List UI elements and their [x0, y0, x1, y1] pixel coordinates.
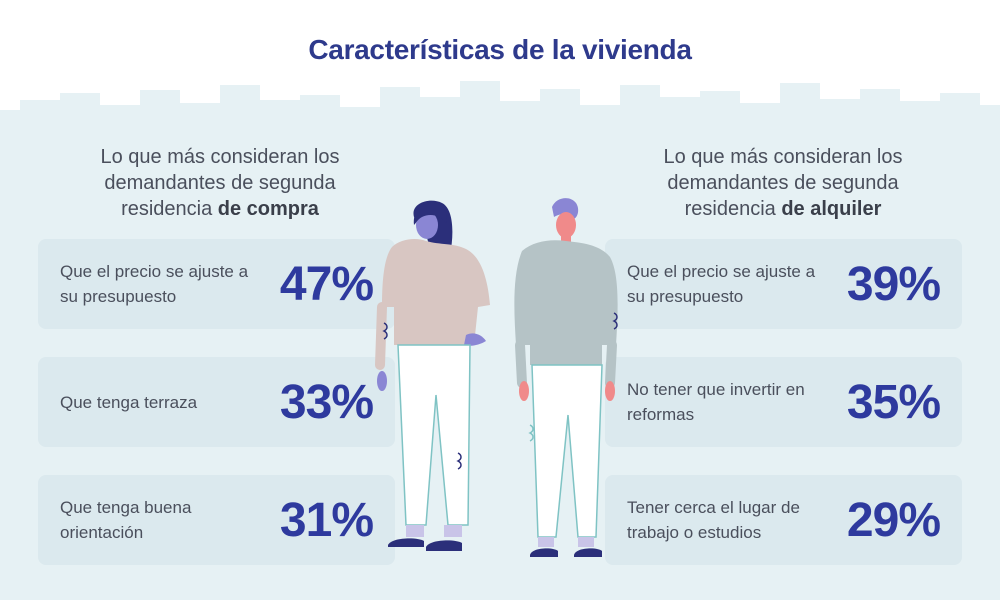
man-figure-illustration [514, 198, 618, 557]
stat-card-value: 33% [279, 375, 374, 429]
stat-card-value: 39% [846, 257, 941, 311]
stat-card-value: 29% [846, 493, 941, 547]
right-heading-line-1: Lo que más consideran los [663, 146, 903, 168]
page-title: Características de la vivienda [308, 34, 692, 65]
left-heading-line-1: Lo que más consideran los [100, 146, 340, 168]
stat-card-left-2: Que tenga terraza 33% [38, 357, 395, 447]
stat-card-value: 47% [279, 257, 374, 311]
left-column-heading: Lo que más consideran los demandantes de… [30, 144, 410, 222]
right-column-heading: Lo que más consideran los demandantes de… [593, 144, 973, 222]
left-heading-emphasis: de compra [217, 198, 319, 220]
city-skyline-background [0, 81, 1000, 600]
people-illustration [375, 198, 618, 557]
stat-card-value: 31% [279, 493, 374, 547]
right-heading-line-2: demandantes de segunda [667, 172, 899, 194]
stat-card-value: 35% [846, 375, 941, 429]
stat-card-left-1: Que el precio se ajuste a su presupuesto… [38, 239, 395, 329]
stat-card-left-3: Que tenga buena orientación 31% [38, 475, 395, 565]
stat-card-label: Que tenga buena orientación [60, 498, 192, 542]
stat-card-right-3: Tener cerca el lugar de trabajo o estudi… [605, 475, 962, 565]
woman-figure-illustration [375, 200, 490, 551]
stat-card-label: No tener que invertir en reformas [627, 380, 805, 424]
stat-card-label: Que el precio se ajuste a su presupuesto [60, 262, 249, 306]
stat-card-right-2: No tener que invertir en reformas 35% [605, 357, 962, 447]
stat-card-label: Que tenga terraza [60, 392, 198, 412]
stat-card-label: Que el precio se ajuste a su presupuesto [627, 262, 816, 306]
left-heading-line-2: demandantes de segunda [104, 172, 336, 194]
stat-card-label: Tener cerca el lugar de trabajo o estudi… [627, 498, 800, 542]
right-heading-line-3: residencia de alquiler [684, 198, 882, 220]
left-heading-line-3: residencia de compra [121, 198, 319, 220]
stat-card-right-1: Que el precio se ajuste a su presupuesto… [605, 239, 962, 329]
right-heading-emphasis: de alquiler [781, 198, 882, 220]
